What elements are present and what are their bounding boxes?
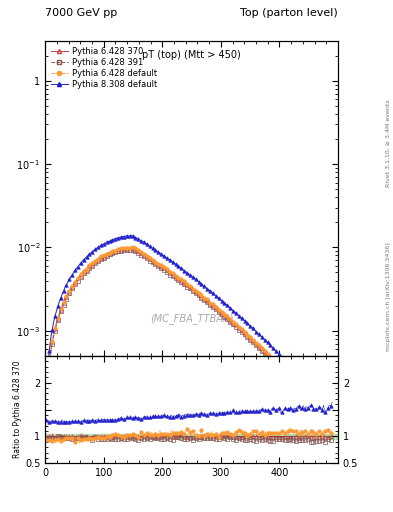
Text: mcplots.cern.ch [arXiv:1306.3436]: mcplots.cern.ch [arXiv:1306.3436] [386, 243, 391, 351]
Text: Rivet 3.1.10, ≥ 3.4M events: Rivet 3.1.10, ≥ 3.4M events [386, 99, 391, 187]
Text: Top (parton level): Top (parton level) [240, 8, 338, 18]
Text: 7000 GeV pp: 7000 GeV pp [45, 8, 118, 18]
Text: (MC_FBA_TTBAR): (MC_FBA_TTBAR) [150, 313, 233, 324]
Legend: Pythia 6.428 370, Pythia 6.428 391, Pythia 6.428 default, Pythia 8.308 default: Pythia 6.428 370, Pythia 6.428 391, Pyth… [50, 45, 159, 91]
Text: pT (top) (Mtt > 450): pT (top) (Mtt > 450) [142, 50, 241, 60]
Bar [45, 434, 338, 439]
Y-axis label: Ratio to Pythia 6.428 370: Ratio to Pythia 6.428 370 [13, 361, 22, 458]
